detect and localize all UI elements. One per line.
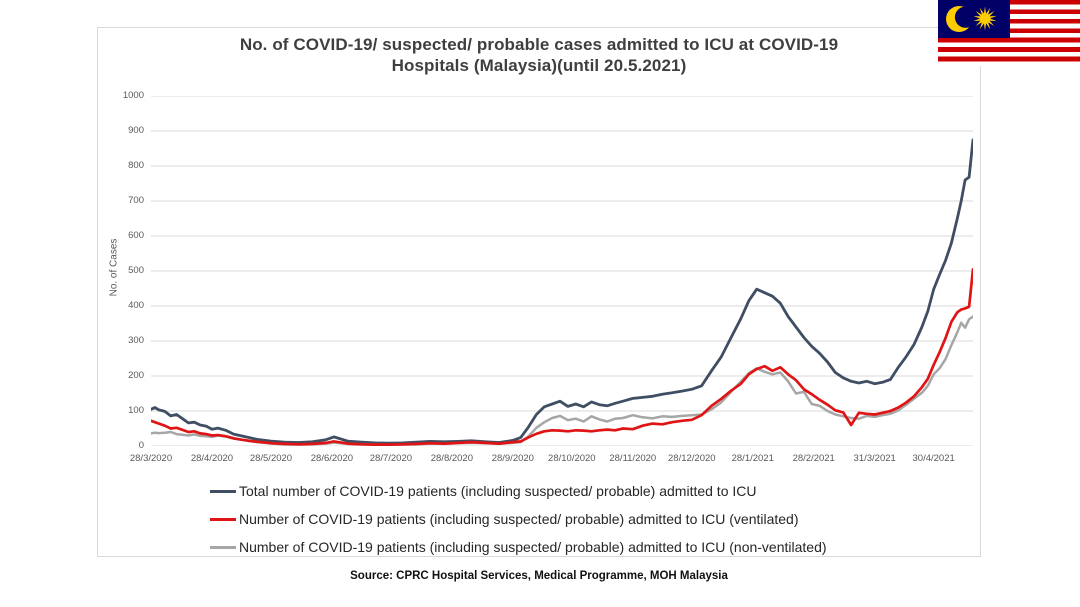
x-tick-label: 28/8/2020 — [430, 453, 473, 464]
x-tick-label: 31/3/2021 — [853, 453, 896, 464]
chart-legend: Total number of COVID-19 patients (inclu… — [210, 477, 827, 561]
legend-item: Number of COVID-19 patients (including s… — [210, 505, 827, 533]
chart-card: No. of COVID-19/ suspected/ probable cas… — [97, 27, 981, 557]
crescent-and-star-icon — [938, 0, 1010, 38]
x-tick-label: 28/4/2020 — [190, 453, 234, 464]
x-tick-label: 28/12/2020 — [668, 453, 716, 464]
y-tick-label: 100 — [128, 405, 144, 416]
legend-label: Number of COVID-19 patients (including s… — [239, 539, 827, 555]
line-chart-plot — [151, 96, 973, 446]
x-tick-label: 28/5/2020 — [249, 453, 293, 464]
x-tick-label: 28/11/2020 — [609, 453, 657, 464]
y-tick-label: 900 — [128, 125, 144, 136]
y-tick-label: 1000 — [122, 90, 144, 101]
x-tick-label: 28/3/2020 — [129, 453, 173, 464]
series-line-0 — [151, 138, 973, 445]
x-tick-label: 28/1/2021 — [731, 453, 774, 464]
y-tick-label: 400 — [128, 300, 144, 311]
chart-title-line-2: Hospitals (Malaysia)(until 20.5.2021) — [391, 56, 687, 75]
y-tick-label: 0 — [138, 440, 144, 451]
x-tick-label: 28/7/2020 — [369, 453, 413, 464]
y-tick-label: 200 — [128, 370, 144, 381]
series-line-1 — [151, 267, 973, 446]
chart-title-line-1: No. of COVID-19/ suspected/ probable cas… — [239, 35, 839, 54]
legend-swatch — [210, 489, 236, 493]
legend-swatch — [210, 545, 236, 549]
x-tick-label: 28/9/2020 — [491, 453, 534, 464]
legend-label: Number of COVID-19 patients (including s… — [239, 511, 799, 527]
y-tick-label: 600 — [128, 230, 144, 241]
y-tick-label: 300 — [128, 335, 144, 346]
y-tick-label: 700 — [128, 195, 144, 206]
chart-title: No. of COVID-19/ suspected/ probable cas… — [98, 34, 980, 76]
x-tick-label: 28/6/2020 — [310, 453, 354, 464]
x-tick-label: 28/2/2021 — [792, 453, 835, 464]
y-tick-label: 500 — [128, 265, 144, 276]
flag-canton — [938, 0, 1010, 38]
x-tick-label: 28/10/2020 — [548, 453, 596, 464]
legend-label: Total number of COVID-19 patients (inclu… — [239, 483, 757, 499]
source-text: Source: CPRC Hospital Services, Medical … — [350, 570, 728, 582]
malaysia-flag — [938, 0, 1080, 66]
legend-item: Number of COVID-19 patients (including s… — [210, 533, 827, 561]
x-tick-label: 30/4/2021 — [912, 453, 955, 464]
legend-item: Total number of COVID-19 patients (inclu… — [210, 477, 827, 505]
y-tick-label: 800 — [128, 160, 144, 171]
legend-swatch — [210, 517, 236, 521]
